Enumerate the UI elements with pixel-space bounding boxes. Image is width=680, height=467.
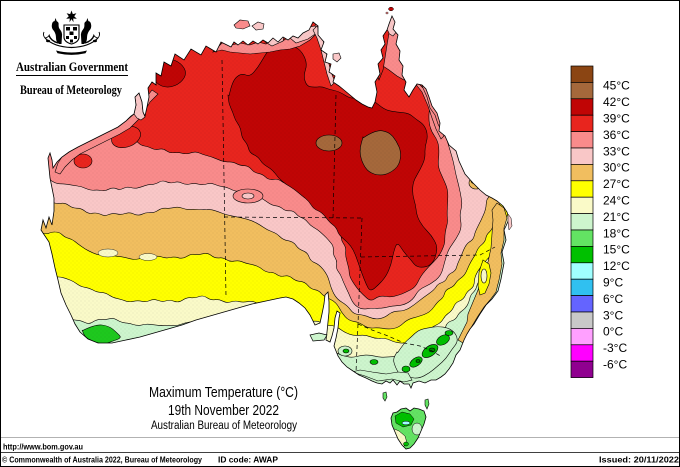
svg-text:15°C: 15°C <box>603 243 630 257</box>
svg-text:9°C: 9°C <box>603 276 623 290</box>
svg-text:Bureau of Meteorology: Bureau of Meteorology <box>20 83 123 97</box>
svg-text:21°C: 21°C <box>603 210 630 224</box>
svg-text:27°C: 27°C <box>603 177 630 191</box>
svg-text:Australian Bureau of Meteorolo: Australian Bureau of Meteorology <box>151 420 297 432</box>
svg-text:3°C: 3°C <box>603 308 623 322</box>
svg-text:39°C: 39°C <box>603 112 630 126</box>
svg-text:-3°C: -3°C <box>603 341 627 355</box>
svg-text:24°C: 24°C <box>603 194 630 208</box>
svg-text:http://www.bom.gov.au: http://www.bom.gov.au <box>3 442 83 452</box>
svg-text:ID code: AWAP: ID code: AWAP <box>218 455 278 465</box>
svg-text:12°C: 12°C <box>603 259 630 273</box>
svg-text:19th November 2022: 19th November 2022 <box>168 403 279 419</box>
svg-text:42°C: 42°C <box>603 95 630 109</box>
svg-text:45°C: 45°C <box>603 79 630 93</box>
svg-text:33°C: 33°C <box>603 144 630 158</box>
svg-text:-6°C: -6°C <box>603 358 627 372</box>
svg-text:36°C: 36°C <box>603 128 630 142</box>
svg-text:0°C: 0°C <box>603 325 623 339</box>
svg-text:18°C: 18°C <box>603 226 630 240</box>
svg-text:6°C: 6°C <box>603 292 623 306</box>
svg-text:© Commonwealth of Australia 20: © Commonwealth of Australia 2022, Bureau… <box>2 455 202 465</box>
svg-text:Maximum Temperature (°C): Maximum Temperature (°C) <box>149 385 298 401</box>
svg-text:Issued: 20/11/2022: Issued: 20/11/2022 <box>599 455 679 465</box>
svg-text:30°C: 30°C <box>603 161 630 175</box>
svg-text:Australian Government: Australian Government <box>16 60 129 74</box>
